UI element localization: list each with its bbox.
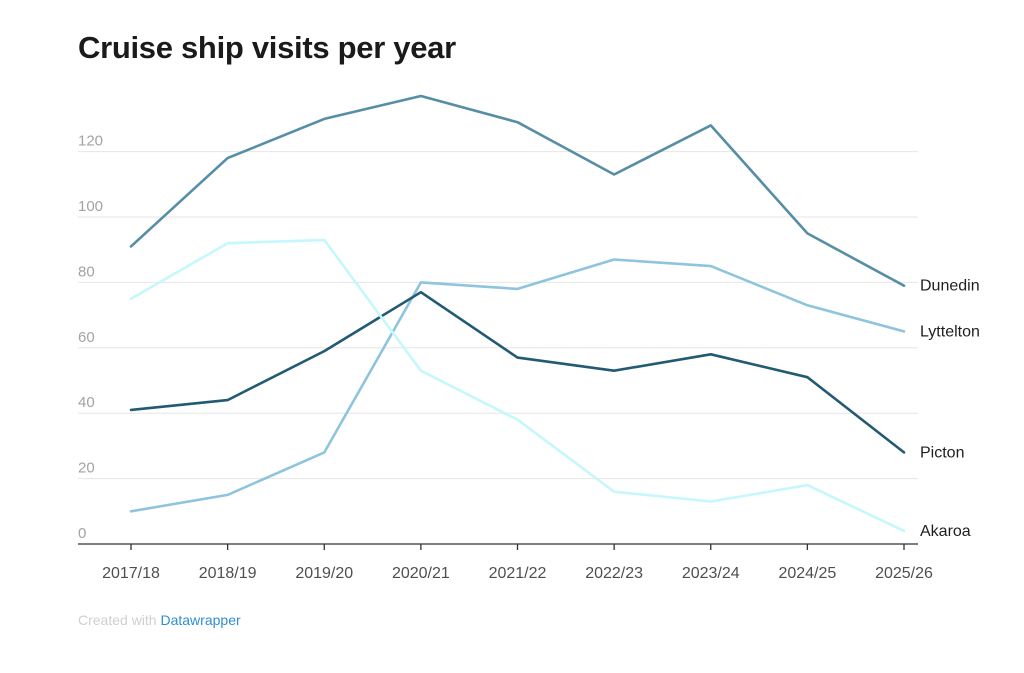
series-line-akaroa [129, 238, 906, 533]
y-tick-label: 40 [78, 394, 95, 411]
y-tick-label: 80 [78, 263, 95, 280]
footer-credit: Created with Datawrapper [78, 612, 241, 628]
chart-title: Cruise ship visits per year [78, 30, 456, 65]
series-label-lyttelton: Lyttelton [920, 323, 980, 340]
y-tick-label: 60 [78, 329, 95, 346]
x-tick-label: 2019/20 [295, 565, 353, 582]
x-tick-label: 2024/25 [778, 565, 836, 582]
series-labels: Dunedin Lyttelton Picton Akaroa [920, 278, 980, 540]
series-label-akaroa: Akaroa [920, 523, 971, 540]
x-tick-label: 2025/26 [875, 565, 933, 582]
y-tick-label: 0 [78, 525, 86, 542]
series-label-dunedin: Dunedin [920, 278, 980, 295]
x-tick-label: 2023/24 [682, 565, 740, 582]
series-line-lyttelton [129, 258, 906, 513]
x-tick-label: 2021/22 [489, 565, 547, 582]
y-axis-tick-labels: 0 20 40 60 80 100 120 [78, 133, 103, 542]
series-label-picton: Picton [920, 444, 964, 461]
x-tick-label: 2017/18 [102, 565, 160, 582]
series-lines [129, 94, 906, 533]
x-tick-label: 2020/21 [392, 565, 450, 582]
x-tick-label: 2018/19 [199, 565, 257, 582]
gridlines [78, 151, 918, 480]
y-tick-label: 100 [78, 198, 103, 215]
series-line-dunedin [129, 94, 906, 288]
series-line-picton [129, 290, 906, 454]
y-tick-label: 120 [78, 133, 103, 150]
x-axis [78, 543, 918, 550]
x-tick-label: 2022/23 [585, 565, 643, 582]
datawrapper-link[interactable]: Datawrapper [160, 612, 241, 628]
footer-prefix: Created with [78, 612, 157, 628]
y-tick-label: 20 [78, 460, 95, 477]
x-axis-tick-labels: 2017/18 2018/19 2019/20 2020/21 2021/22 2022/… [102, 565, 933, 582]
